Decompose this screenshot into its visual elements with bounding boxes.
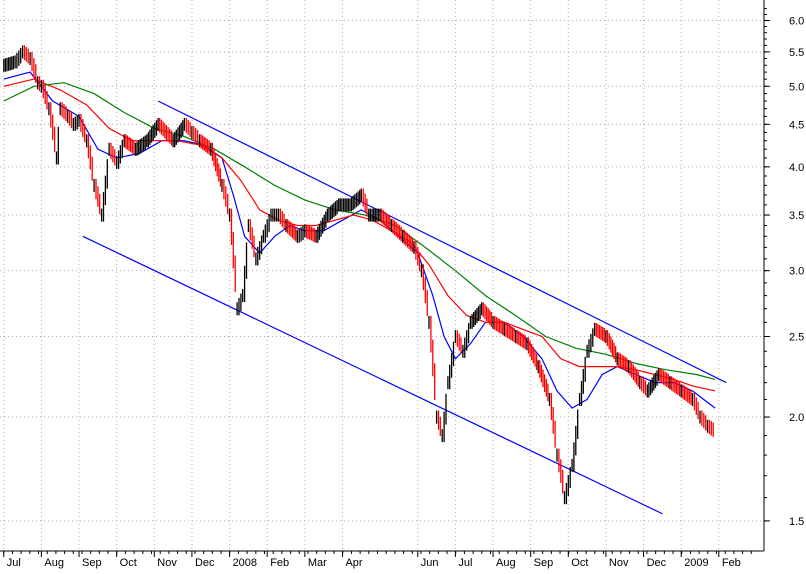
x-tick-label: Apr	[345, 557, 362, 569]
x-tick-label: Feb	[722, 557, 741, 569]
x-tick-label: Dec	[647, 557, 667, 569]
x-tick-label: 2009	[684, 557, 708, 569]
y-tick-label: 1.5	[789, 516, 804, 528]
trendlines	[82, 100, 727, 515]
x-tick-label: Nov	[609, 557, 629, 569]
x-tick-label: Feb	[270, 557, 289, 569]
x-tick-label: Aug	[496, 557, 516, 569]
moving-average-line	[3, 82, 716, 380]
x-tick-label: Dec	[195, 557, 215, 569]
x-tick-label: 2008	[233, 557, 257, 569]
x-tick-label: Aug	[44, 557, 64, 569]
y-tick-label: 3.5	[789, 210, 804, 222]
x-tick-label: Jul	[458, 557, 472, 569]
x-axis: Jul Aug Sep Oct Nov Dec 2008 Feb Mar Apr Jun Jul Aug…	[3, 551, 752, 569]
y-tick-label: 5.0	[789, 81, 804, 93]
x-tick-label: Oct	[120, 557, 137, 569]
trendline	[157, 100, 727, 384]
y-tick-label: 4.0	[789, 162, 804, 174]
y-gridlines	[0, 19, 764, 522]
y-tick-label: 5.5	[789, 47, 804, 59]
y-tick-label: 2.0	[789, 412, 804, 424]
x-tick-label: Oct	[571, 557, 588, 569]
x-tick-label: Sep	[534, 557, 554, 569]
x-tick-label: Sep	[82, 557, 102, 569]
price-bars	[3, 45, 714, 505]
y-tick-label: 4.5	[789, 119, 804, 131]
x-tick-label: Jun	[421, 557, 439, 569]
plot-background	[0, 0, 764, 551]
x-tick-label: Nov	[157, 557, 177, 569]
trendline	[82, 235, 663, 515]
y-axis: 1.5 2.0 2.5 3.0 3.5 4.0 4.5 5.0 5.5 6.0	[764, 8, 804, 528]
x-tick-label: Jul	[7, 557, 21, 569]
y-tick-label: 2.5	[789, 331, 804, 343]
y-tick-label: 3.0	[789, 266, 804, 278]
x-tick-label: Mar	[308, 557, 327, 569]
y-tick-label: 6.0	[789, 15, 804, 27]
